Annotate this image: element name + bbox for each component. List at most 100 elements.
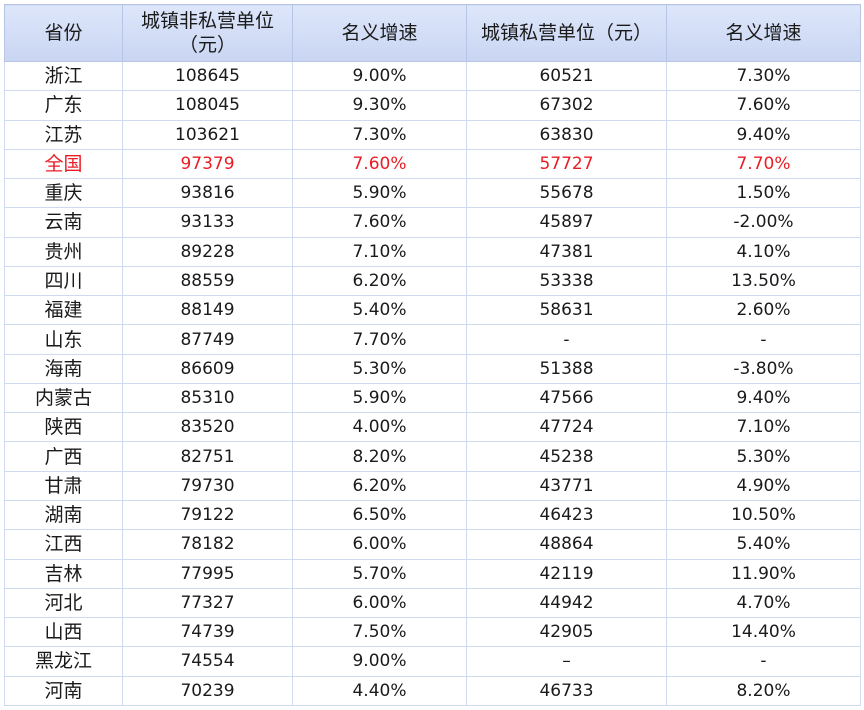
- table-row: 河南 70239 4.40% 46733 8.20%: [4, 675, 861, 707]
- cell-province: 山东: [4, 324, 123, 355]
- cell-nonprivate-salary: 88149: [122, 295, 293, 326]
- cell-nonprivate-growth: 9.00%: [292, 646, 467, 677]
- cell-nonprivate-growth: 4.00%: [292, 412, 467, 443]
- table-row-national: 全国 97379 7.60% 57727 7.70%: [4, 148, 861, 180]
- cell-private-salary: 48864: [466, 529, 667, 560]
- cell-private-growth: 7.70%: [666, 148, 861, 180]
- cell-private-growth: 14.40%: [666, 617, 861, 648]
- cell-private-growth: -: [666, 324, 861, 355]
- cell-private-salary: 42905: [466, 617, 667, 648]
- cell-private-salary: 45897: [466, 207, 667, 238]
- cell-province: 海南: [4, 353, 123, 384]
- cell-province: 江西: [4, 529, 123, 560]
- cell-private-growth: 4.10%: [666, 236, 861, 267]
- cell-nonprivate-salary: 89228: [122, 236, 293, 267]
- cell-province: 四川: [4, 265, 123, 297]
- cell-nonprivate-salary: 93133: [122, 207, 293, 238]
- cell-nonprivate-salary: 78182: [122, 529, 293, 560]
- cell-private-growth: -2.00%: [666, 207, 861, 238]
- table-row: 山东 87749 7.70% - -: [4, 324, 861, 355]
- table-row: 云南 93133 7.60% 45897 -2.00%: [4, 207, 861, 238]
- cell-private-growth: 10.50%: [666, 499, 861, 531]
- table-row: 山西 74739 7.50% 42905 14.40%: [4, 617, 861, 648]
- cell-province: 云南: [4, 207, 123, 238]
- cell-private-salary: -: [466, 324, 667, 355]
- cell-province: 福建: [4, 295, 123, 326]
- table-row: 江西 78182 6.00% 48864 5.40%: [4, 529, 861, 560]
- cell-nonprivate-salary: 77327: [122, 587, 293, 619]
- table-row: 河北 77327 6.00% 44942 4.70%: [4, 587, 861, 619]
- cell-private-salary: 51388: [466, 353, 667, 384]
- cell-private-growth: 1.50%: [666, 178, 861, 209]
- cell-province: 广东: [4, 90, 123, 121]
- cell-nonprivate-salary: 88559: [122, 265, 293, 297]
- cell-province: 贵州: [4, 236, 123, 267]
- salary-table: 省份 城镇非私营单位（元） 名义增速 城镇私营单位（元） 名义增速 浙江 1086…: [4, 4, 861, 707]
- cell-nonprivate-salary: 79122: [122, 499, 293, 531]
- cell-province: 重庆: [4, 178, 123, 209]
- cell-nonprivate-salary: 108645: [122, 60, 293, 92]
- cell-nonprivate-growth: 7.60%: [292, 207, 467, 238]
- cell-nonprivate-growth: 5.90%: [292, 382, 467, 414]
- cell-private-salary: 57727: [466, 148, 667, 180]
- cell-private-growth: 8.20%: [666, 675, 861, 707]
- cell-private-salary: 43771: [466, 470, 667, 501]
- cell-nonprivate-growth: 7.60%: [292, 148, 467, 180]
- cell-private-salary: 46423: [466, 499, 667, 531]
- cell-nonprivate-growth: 6.00%: [292, 529, 467, 560]
- cell-nonprivate-salary: 97379: [122, 148, 293, 180]
- table-row: 贵州 89228 7.10% 47381 4.10%: [4, 236, 861, 267]
- cell-nonprivate-growth: 5.70%: [292, 558, 467, 589]
- header-province: 省份: [4, 4, 123, 62]
- cell-nonprivate-growth: 5.90%: [292, 178, 467, 209]
- table-row: 内蒙古 85310 5.90% 47566 9.40%: [4, 382, 861, 414]
- cell-private-salary: –: [466, 646, 667, 677]
- cell-private-salary: 46733: [466, 675, 667, 707]
- table-row: 吉林 77995 5.70% 42119 11.90%: [4, 558, 861, 589]
- cell-nonprivate-salary: 77995: [122, 558, 293, 589]
- cell-province: 甘肃: [4, 470, 123, 501]
- cell-private-growth: 7.30%: [666, 60, 861, 92]
- table-row: 广西 82751 8.20% 45238 5.30%: [4, 441, 861, 472]
- cell-private-growth: 2.60%: [666, 295, 861, 326]
- cell-nonprivate-growth: 6.20%: [292, 470, 467, 501]
- table-row: 黑龙江 74554 9.00% – -: [4, 646, 861, 677]
- cell-province: 河南: [4, 675, 123, 707]
- header-private-growth: 名义增速: [666, 4, 861, 62]
- header-nonprivate-growth: 名义增速: [292, 4, 467, 62]
- cell-private-salary: 67302: [466, 90, 667, 121]
- cell-nonprivate-growth: 9.00%: [292, 60, 467, 92]
- cell-private-salary: 58631: [466, 295, 667, 326]
- cell-nonprivate-salary: 93816: [122, 178, 293, 209]
- cell-province: 广西: [4, 441, 123, 472]
- cell-private-growth: 4.90%: [666, 470, 861, 501]
- cell-nonprivate-growth: 6.20%: [292, 265, 467, 297]
- cell-private-salary: 60521: [466, 60, 667, 92]
- cell-nonprivate-growth: 5.40%: [292, 295, 467, 326]
- header-row: 省份 城镇非私营单位（元） 名义增速 城镇私营单位（元） 名义增速: [4, 4, 861, 62]
- cell-nonprivate-salary: 70239: [122, 675, 293, 707]
- table-row: 甘肃 79730 6.20% 43771 4.90%: [4, 470, 861, 501]
- cell-nonprivate-salary: 74554: [122, 646, 293, 677]
- cell-private-growth: 4.70%: [666, 587, 861, 619]
- cell-nonprivate-salary: 86609: [122, 353, 293, 384]
- cell-private-salary: 53338: [466, 265, 667, 297]
- table-row: 四川 88559 6.20% 53338 13.50%: [4, 265, 861, 297]
- table-row: 广东 108045 9.30% 67302 7.60%: [4, 90, 861, 121]
- table-row: 湖南 79122 6.50% 46423 10.50%: [4, 499, 861, 531]
- cell-province: 河北: [4, 587, 123, 619]
- header-private-salary: 城镇私营单位（元）: [466, 4, 667, 62]
- cell-nonprivate-salary: 83520: [122, 412, 293, 443]
- cell-province: 山西: [4, 617, 123, 648]
- cell-private-salary: 55678: [466, 178, 667, 209]
- cell-nonprivate-salary: 82751: [122, 441, 293, 472]
- cell-nonprivate-growth: 9.30%: [292, 90, 467, 121]
- table-row: 陕西 83520 4.00% 47724 7.10%: [4, 412, 861, 443]
- cell-province: 全国: [4, 148, 123, 180]
- cell-nonprivate-growth: 4.40%: [292, 675, 467, 707]
- cell-private-growth: 7.10%: [666, 412, 861, 443]
- cell-private-salary: 44942: [466, 587, 667, 619]
- cell-private-growth: 5.40%: [666, 529, 861, 560]
- cell-nonprivate-salary: 108045: [122, 90, 293, 121]
- table-row: 海南 86609 5.30% 51388 -3.80%: [4, 353, 861, 384]
